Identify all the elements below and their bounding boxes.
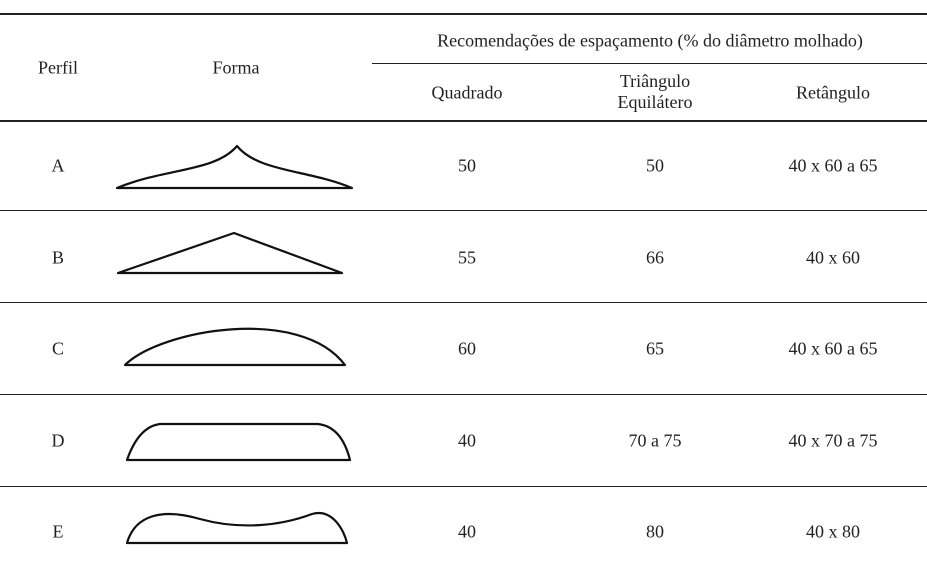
row-label: C [51,338,65,359]
rule-row [0,210,927,211]
header-group: Recomendações de espaçamento (% do diâme… [437,30,863,51]
shape-d [125,422,352,462]
header-cell: Forma [212,57,260,78]
cell: 40 x 60 a 65 [788,338,878,359]
rule-header [0,120,927,122]
cell: 80 [646,521,664,542]
cell: 70 a 75 [628,430,682,450]
cell: 40 [458,430,476,450]
cell: 50 [646,155,664,176]
header-cell: Retângulo [796,82,870,103]
shape-b [116,231,344,275]
cell: 65 [646,338,664,359]
row-label: D [51,430,65,450]
cell: 40 [458,521,476,542]
row-label: A [51,155,65,176]
shape-c [123,327,347,367]
shape-a [115,144,354,190]
cell: 40 x 60 [806,247,860,267]
rule-row [0,302,927,303]
cell: 50 [458,155,476,176]
cell: 40 x 80 [806,521,860,542]
rule-group [372,63,927,64]
rule-row [0,394,927,395]
row-label: E [52,521,64,542]
cell: 55 [458,247,476,267]
cell: 40 x 70 a 75 [788,430,878,450]
rule-row [0,486,927,487]
header-cell: Quadrado [431,82,503,103]
header-cell: Triângulo Equilátero [617,71,693,112]
header-cell: Perfil [38,57,78,78]
cell: 40 x 60 a 65 [788,155,878,176]
cell: 66 [646,247,664,267]
shape-e [125,511,349,545]
rule-top [0,13,927,15]
row-label: B [51,247,65,267]
cell: 60 [458,338,476,359]
